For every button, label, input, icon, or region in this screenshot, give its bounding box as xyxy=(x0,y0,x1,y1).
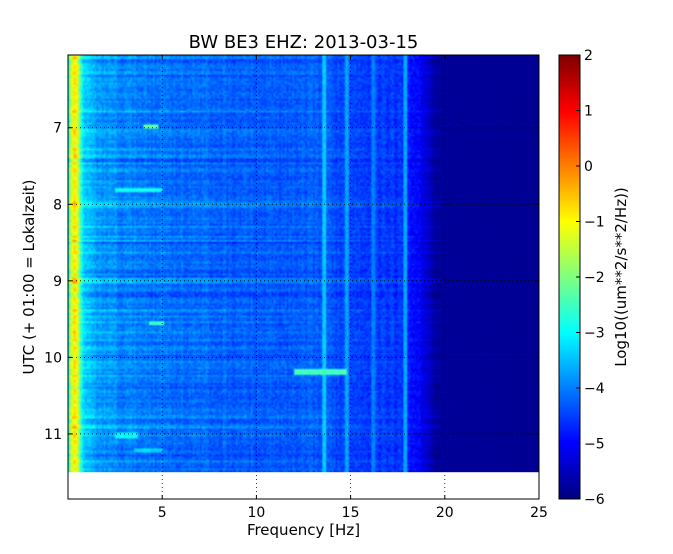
colorbar-tick-label: −5 xyxy=(584,437,605,453)
spectrogram-heatmap xyxy=(68,55,539,473)
colorbar-label: Log10((um**2/s**2/Hz)) xyxy=(612,187,630,367)
y-tick-label: 10 xyxy=(44,350,62,366)
x-axis-ticks: 5 10 15 20 25 xyxy=(158,55,548,521)
colorbar-tick-label: −2 xyxy=(584,270,605,286)
colorbar-gradient xyxy=(559,55,580,499)
colorbar-tick-label: 2 xyxy=(584,48,593,64)
colorbar-tick-label: −1 xyxy=(584,215,605,231)
colorbar-ticks: 2 1 0 −1 −2 −3 −4 −5 −6 xyxy=(576,48,605,508)
colorbar-tick-label: 1 xyxy=(584,104,593,120)
colorbar-tick-label: −3 xyxy=(584,326,605,342)
colorbar-tick-label: 0 xyxy=(584,159,593,175)
colorbar-tick-label: −4 xyxy=(584,381,605,397)
y-axis-label: UTC (+ 01:00 = Lokalzeit) xyxy=(20,179,38,374)
plot-area: 5 10 15 20 25 7 8 9 10 11 xyxy=(44,54,548,521)
y-tick-label: 8 xyxy=(53,197,62,213)
x-tick-label: 20 xyxy=(436,505,454,521)
x-tick-label: 25 xyxy=(530,505,548,521)
y-tick-label: 9 xyxy=(53,274,62,290)
colorbar: 2 1 0 −1 −2 −3 −4 −5 −6 Log10((um**2/s**2/Hz)) xyxy=(558,48,630,508)
y-tick-label: 11 xyxy=(44,427,62,443)
grid-lines xyxy=(68,55,539,499)
x-tick-label: 15 xyxy=(342,505,360,521)
chart-title: BW BE3 EHZ: 2013-03-15 xyxy=(189,32,419,53)
y-axis-ticks: 7 8 9 10 11 xyxy=(44,121,539,443)
y-tick-label: 7 xyxy=(53,121,62,137)
x-axis-label: Frequency [Hz] xyxy=(247,521,360,539)
plot-frame xyxy=(67,54,540,500)
x-tick-label: 10 xyxy=(247,505,265,521)
colorbar-tick-label: −6 xyxy=(584,492,605,508)
x-tick-label: 5 xyxy=(158,505,167,521)
